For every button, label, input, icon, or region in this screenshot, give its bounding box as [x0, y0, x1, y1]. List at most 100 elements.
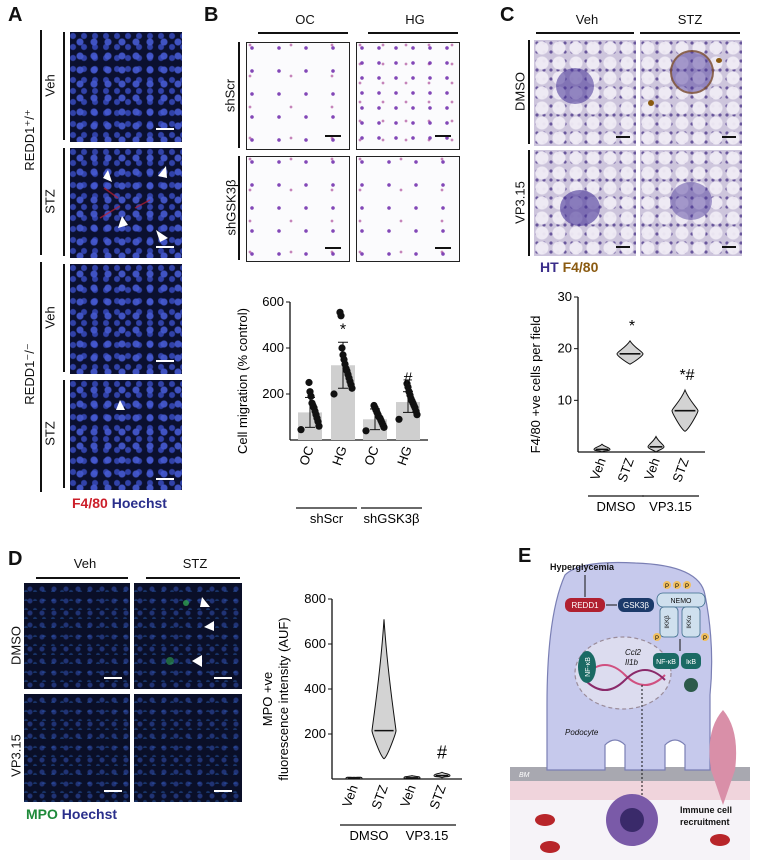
row-bracket	[63, 264, 65, 372]
y-tick-label: 600	[262, 294, 284, 309]
x-tick-label: STZ	[614, 456, 637, 484]
svg-text:IκB: IκB	[686, 659, 696, 666]
col-label-stz: STZ	[182, 556, 208, 571]
y-axis-label: fluorescence intensity (AUF)	[276, 617, 291, 780]
y-axis-label: Cell migration (% control)	[235, 308, 250, 454]
panel-a-label: A	[8, 4, 23, 26]
x-tick-label: HG	[329, 444, 350, 467]
micrograph-c-stz-veh	[640, 40, 742, 146]
legend-ht: HT	[540, 259, 559, 275]
svg-text:Il1b: Il1b	[625, 658, 638, 667]
glomerulus	[670, 182, 712, 220]
group-label: VP3.15	[649, 499, 692, 514]
panel-c-label: C	[500, 4, 515, 26]
svg-text:recruitment: recruitment	[680, 817, 730, 827]
violin	[593, 443, 611, 453]
svg-text:NEMO: NEMO	[671, 598, 693, 605]
ikka-node	[681, 606, 701, 638]
arrowheads	[116, 400, 125, 410]
svg-text:GSK3β: GSK3β	[623, 601, 649, 610]
phospho-icon	[701, 633, 709, 641]
col-bracket	[640, 32, 740, 34]
row-label-stz: STZ	[42, 421, 58, 446]
arrowheads	[99, 166, 168, 242]
phospho-icon	[653, 633, 661, 641]
significance-marker: *	[629, 318, 635, 335]
y-tick-label: 400	[304, 681, 326, 696]
chart-d: 200 400 600 800 Veh STZ Veh STZ DMSO VP3.15 MPO +v…	[262, 591, 462, 843]
y-tick-label: 200	[304, 726, 326, 741]
capillary-icon	[709, 710, 737, 805]
scale-bar	[214, 790, 232, 792]
group-label: DMSO	[597, 499, 636, 514]
nemo-node	[656, 592, 706, 608]
row-bracket	[63, 32, 65, 140]
legend-c: HT F4/80	[540, 259, 598, 275]
row-bracket	[528, 150, 530, 256]
glomerulus	[556, 68, 594, 104]
micrograph-c-dmso-veh	[534, 40, 636, 146]
bm-label: BM	[519, 772, 530, 779]
panel-d-label: D	[8, 548, 23, 570]
data-point	[308, 399, 316, 407]
scale-bar	[325, 135, 341, 137]
svg-text:IKKα: IKKα	[687, 615, 693, 629]
svg-text:P: P	[665, 584, 669, 590]
col-label-veh: Veh	[73, 556, 97, 571]
col-label-oc: OC	[295, 12, 315, 27]
significance-marker: #	[437, 742, 447, 762]
micrograph-a-redd1ko-veh	[70, 264, 182, 374]
data-point	[336, 308, 344, 316]
scale-bar	[616, 246, 630, 248]
redd1-node	[565, 598, 605, 612]
row-bracket	[63, 380, 65, 488]
phospho-icon	[673, 581, 681, 589]
significance-marker: #	[404, 371, 413, 388]
row-label-vp315: VP3.15	[8, 734, 24, 777]
nfkb-node	[653, 653, 679, 669]
x-tick-label: STZ	[368, 783, 391, 811]
col-bracket	[146, 577, 240, 579]
y-tick-label: 10	[558, 392, 572, 407]
svg-text:P: P	[685, 584, 689, 590]
y-tick-label: 600	[304, 636, 326, 651]
x-tick-label: Veh	[339, 783, 361, 809]
podocyte-label: Podocyte	[565, 728, 599, 737]
micrograph-b-shgsk3b-hg	[356, 156, 460, 262]
proteasome-icon	[684, 678, 698, 692]
scale-bar	[156, 246, 174, 248]
legend-f480: F4/80	[72, 495, 108, 511]
y-tick-label: 400	[262, 340, 284, 355]
col-bracket	[36, 577, 128, 579]
row-bracket	[238, 42, 240, 148]
scale-bar	[214, 677, 232, 679]
data-point	[305, 378, 313, 387]
group-label-redd1-ko: REDD1⁻/⁻	[22, 343, 37, 405]
legend-mpo: MPO	[26, 806, 58, 822]
y-tick-label: 200	[262, 386, 284, 401]
scale-bar	[156, 360, 174, 362]
x-tick-label: STZ	[669, 456, 692, 484]
micrograph-d-dmso-stz	[134, 583, 242, 689]
data-point	[370, 401, 378, 410]
data-point	[306, 388, 314, 396]
row-label-veh: Veh	[42, 306, 58, 329]
x-tick-label: Veh	[587, 456, 609, 482]
group-label: shScr	[310, 511, 344, 526]
nfkb-nuclear-icon	[578, 651, 596, 683]
endothelium	[510, 780, 750, 800]
scale-bar	[435, 135, 451, 137]
phospho-icon	[683, 581, 691, 589]
col-bracket	[368, 32, 458, 34]
scale-bar	[156, 128, 174, 130]
phospho-icon	[663, 581, 671, 589]
micrograph-a-redd1wt-stz	[70, 148, 182, 258]
immune-recruitment-label: Immune cell	[680, 805, 732, 815]
row-bracket	[528, 40, 530, 144]
legend-hoechst: Hoechst	[61, 806, 118, 822]
y-axis-label: F4/80 +ve cells per field	[528, 316, 543, 454]
scale-bar	[104, 790, 122, 792]
scale-bar	[325, 247, 341, 249]
group-label: VP3.15	[406, 828, 449, 843]
